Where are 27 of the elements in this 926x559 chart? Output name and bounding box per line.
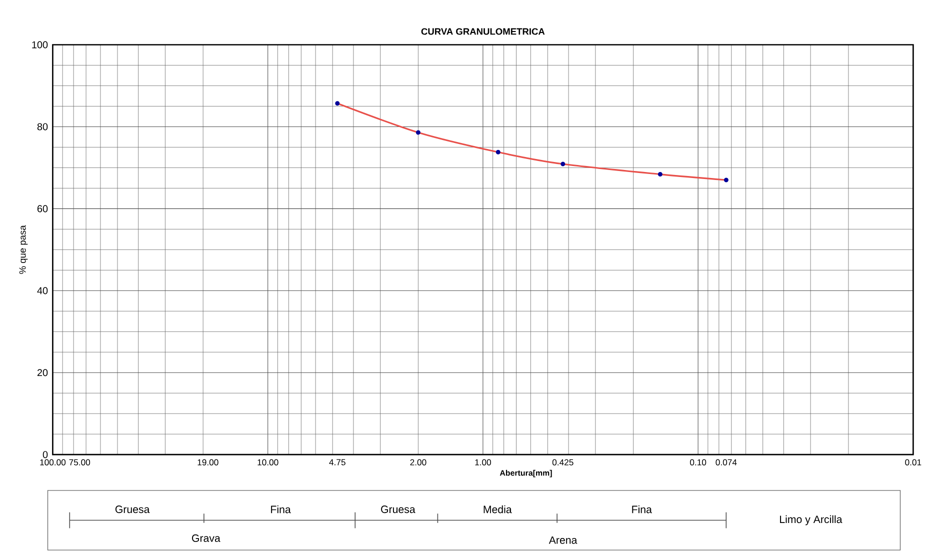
x-tick-label: 4.75: [329, 459, 346, 466]
text: Fina: [632, 505, 652, 514]
x-tick-label: 1.00: [475, 459, 491, 466]
y-tick-label: 60: [37, 205, 48, 212]
text: Gruesa: [115, 506, 150, 514]
text: Arena: [548, 536, 578, 544]
y-tick-label: 40: [37, 287, 48, 294]
text: Limo y Arcilla: [780, 515, 842, 526]
x-tick-label: 19.00: [198, 459, 218, 466]
text: Grava: [192, 534, 220, 542]
x-tick-label: 0.425: [552, 459, 574, 466]
y-tick-label: 100: [32, 41, 48, 48]
chart-title: CURVA GRANULOMETRICA: [421, 28, 545, 35]
y-axis-title: % que pasa: [19, 225, 28, 274]
text: Media: [484, 505, 512, 514]
x-tick-label: 100.00: [40, 459, 66, 466]
x-tick-label: 75.00: [69, 459, 90, 466]
x-tick-label: 0.074: [716, 459, 737, 466]
text: Gruesa: [381, 506, 416, 514]
text: Fina: [271, 505, 291, 514]
y-tick-label: 80: [37, 123, 48, 130]
x-tick-label: 0.01: [905, 459, 922, 466]
x-tick-label: 2.00: [410, 459, 426, 466]
x-tick-label: 0.10: [690, 459, 706, 466]
y-tick-label: 20: [37, 369, 48, 376]
y-tick-label: 0: [42, 451, 48, 458]
x-tick-label: 10.00: [258, 459, 278, 466]
